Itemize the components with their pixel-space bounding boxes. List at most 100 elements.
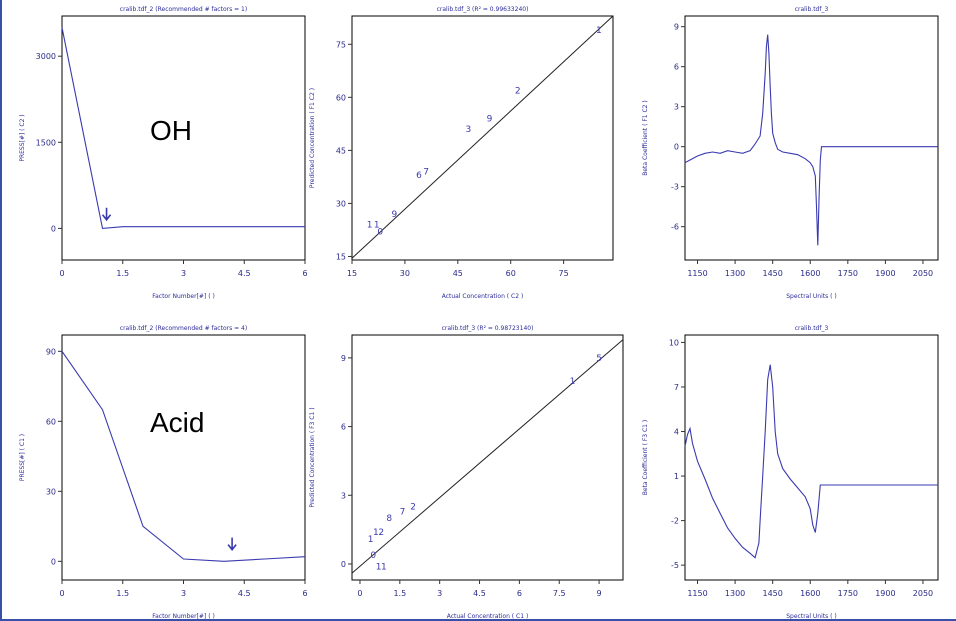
- plot-frame: [351, 334, 624, 581]
- x-tick-label: 1.5: [116, 589, 129, 598]
- data-point-label: 9: [391, 210, 397, 220]
- x-tick-label: 0: [59, 589, 64, 598]
- x-tick-label: 7.5: [553, 589, 566, 598]
- y-tick-label: 1: [674, 472, 679, 481]
- data-point-label: 2: [515, 86, 521, 96]
- data-point-label: 5: [596, 354, 602, 364]
- y-tick-label: 9: [341, 354, 346, 363]
- data-point-label: 1: [381, 562, 387, 572]
- y-axis-label: Predicted Concentration ( F3 C1 ): [309, 407, 316, 507]
- y-tick-label: 6: [674, 63, 679, 72]
- x-tick-label: 60: [506, 269, 516, 278]
- y-tick-label: 30: [336, 199, 346, 208]
- regression-line: [351, 15, 614, 259]
- data-point-label: 3: [466, 125, 472, 135]
- y-tick-label: 10: [669, 338, 679, 347]
- y-axis-label: PRESS[#] ( C1 ): [19, 434, 26, 481]
- y-tick-label: 60: [46, 417, 56, 426]
- x-tick-label: 1750: [838, 589, 858, 598]
- data-point-label: 2: [410, 503, 416, 513]
- data-point-label: 1: [374, 221, 380, 231]
- x-tick-label: 4.5: [238, 269, 251, 278]
- arrow-marker: [227, 537, 237, 551]
- x-axis-label: Factor Number[#] ( ): [152, 293, 215, 300]
- y-tick-label: -6: [671, 223, 679, 232]
- x-tick-label: 1300: [725, 589, 745, 598]
- x-tick-label: 1150: [687, 269, 707, 278]
- x-axis-label: Factor Number[#] ( ): [152, 613, 215, 620]
- x-axis-label: Spectral Units ( ): [786, 613, 837, 620]
- y-tick-label: 9: [674, 23, 679, 32]
- plot-title: cralib.tdf_3 (R² = 0.98723140): [442, 325, 534, 332]
- y-axis-label: Beta Coefficient ( F1 C2 ): [642, 100, 649, 176]
- plot-title: cralib.tdf_3 (R² = 0.99633240): [437, 6, 529, 13]
- x-tick-label: 3: [181, 589, 186, 598]
- y-tick-label: 75: [336, 40, 346, 49]
- plot-title: cralib.tdf_2 (Recommended # factors = 4): [120, 325, 247, 332]
- y-tick-label: 30: [46, 487, 56, 496]
- series-line: [61, 350, 306, 562]
- x-tick-label: 30: [400, 269, 410, 278]
- x-tick-label: 1450: [762, 269, 782, 278]
- data-point-label: 1: [373, 528, 379, 538]
- x-tick-label: 4.5: [238, 589, 251, 598]
- y-tick-label: 0: [51, 224, 56, 233]
- data-point-label: 8: [386, 514, 392, 524]
- series-line: [684, 34, 938, 246]
- data-point-label: 0: [377, 228, 383, 238]
- x-tick-label: 0: [357, 589, 362, 598]
- oh-label: OH: [150, 115, 192, 146]
- y-tick-label: 7: [674, 383, 679, 392]
- y-tick-label: -3: [671, 183, 679, 192]
- plot-title: cralib.tdf_2 (Recommended # factors = 1): [120, 6, 247, 13]
- arrow-marker: [101, 207, 112, 222]
- data-point-label: 0: [370, 551, 376, 561]
- y-tick-label: 1500: [36, 138, 56, 147]
- plot-frame: [351, 15, 614, 261]
- plot-title: cralib.tdf_3: [795, 6, 829, 13]
- data-point-label: 1: [376, 562, 382, 572]
- x-tick-label: 0: [59, 269, 64, 278]
- plot-frame: [61, 334, 306, 581]
- x-tick-label: 15: [347, 269, 357, 278]
- x-tick-label: 6: [302, 269, 307, 278]
- series-line: [61, 27, 305, 229]
- x-tick-label: 2050: [913, 589, 933, 598]
- y-tick-label: 0: [51, 557, 56, 566]
- y-tick-label: 45: [336, 146, 346, 155]
- y-tick-label: 3: [341, 491, 346, 500]
- data-point-label: 6: [416, 171, 422, 181]
- y-tick-label: 60: [336, 93, 346, 102]
- x-tick-label: 1150: [687, 589, 707, 598]
- plot-2: cralib.tdf_3 (R² = 0.99633240) Actual Con…: [309, 6, 614, 300]
- x-tick-label: 75: [559, 269, 569, 278]
- data-point-label: 1: [570, 377, 576, 387]
- data-point-label: 1: [368, 535, 374, 545]
- regression-line: [351, 339, 624, 574]
- x-tick-label: 1.5: [393, 589, 406, 598]
- data-point-label: 1: [596, 26, 602, 36]
- data-point-label: 9: [487, 115, 493, 125]
- x-tick-label: 6: [517, 589, 522, 598]
- x-tick-label: 9: [597, 589, 602, 598]
- y-tick-label: 15: [336, 252, 346, 261]
- y-tick-label: -2: [671, 517, 679, 526]
- x-tick-label: 1750: [838, 269, 858, 278]
- data-point-label: 1: [367, 221, 373, 231]
- plot-3: cralib.tdf_3 Spectral Units ( ) Beta Coeff…: [642, 6, 939, 300]
- x-axis-label: Actual Concentration ( C2 ): [442, 293, 524, 300]
- y-tick-label: 90: [46, 347, 56, 356]
- x-tick-label: 3: [181, 269, 186, 278]
- data-point-label: 2: [378, 528, 384, 538]
- y-tick-label: 4: [674, 428, 679, 437]
- plot-4: cralib.tdf_2 (Recommended # factors = 4)…: [19, 325, 308, 620]
- x-tick-label: 2050: [913, 269, 933, 278]
- x-tick-label: 45: [453, 269, 463, 278]
- y-tick-label: 0: [674, 143, 679, 152]
- plot-frame: [684, 15, 939, 261]
- x-tick-label: 1600: [800, 269, 820, 278]
- y-tick-label: 3000: [36, 52, 56, 61]
- acid-label: Acid: [150, 407, 204, 438]
